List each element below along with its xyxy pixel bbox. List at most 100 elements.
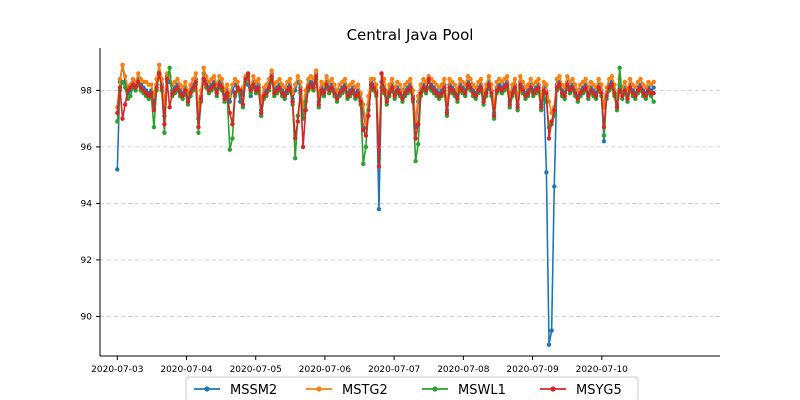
data-point [512,85,518,90]
data-point [504,82,510,87]
data-point [641,91,646,96]
data-point [497,85,502,90]
data-point [392,93,397,99]
data-point [264,91,269,96]
x-tick-label: 2020-07-04 [160,365,213,375]
x-tick-label: 2020-07-09 [506,365,559,375]
grid-lines [100,89,720,317]
data-point [227,110,233,116]
data-point [151,107,157,113]
data-point [541,79,546,85]
data-point [507,102,512,107]
data-point [308,82,314,87]
data-point [567,88,573,93]
data-point [371,76,376,82]
data-point [133,85,138,90]
data-point [557,82,562,87]
data-point [149,82,154,87]
x-tick-label: 2020-07-07 [368,365,420,375]
data-point [473,93,478,99]
data-point [287,85,293,90]
data-point [499,88,505,93]
data-point [180,85,185,90]
data-point [439,91,444,96]
data-point [536,85,541,90]
data-point [259,110,264,116]
series-msyg5 [115,71,656,169]
data-point [531,82,536,87]
data-point [122,74,128,79]
data-point [238,88,243,93]
data-point [342,76,348,82]
data-point [219,85,225,90]
data-point [196,124,201,130]
data-point [476,79,481,85]
data-point [264,82,269,87]
data-point [549,119,554,124]
data-point [415,141,421,147]
data-point [321,91,327,96]
data-point [272,91,277,96]
data-point [596,76,601,82]
data-point [646,88,651,93]
data-point [599,82,604,87]
data-point [172,88,178,93]
y-tick-label: 94 [81,199,93,209]
data-point [295,74,301,79]
data-point [347,82,353,87]
data-point [491,113,497,119]
data-point [591,91,596,96]
data-point [549,328,554,333]
data-point [596,85,601,90]
data-point [578,91,583,96]
data-point [313,68,319,73]
data-point [400,88,405,93]
data-point [620,93,625,99]
data-point [308,74,314,79]
data-point [609,82,615,87]
data-point [434,82,439,87]
data-point [444,110,450,116]
data-point [128,85,133,90]
data-point [494,88,499,93]
data-point [389,85,395,90]
data-point [156,62,162,68]
data-point [196,130,201,135]
data-point [429,85,434,90]
data-point [374,82,379,87]
data-point [538,105,544,110]
data-point [470,91,476,96]
data-point [120,62,125,68]
data-point [334,96,340,102]
data-point [633,85,638,90]
data-point [580,88,586,93]
data-point [293,136,298,141]
data-point [450,79,455,85]
data-point [115,119,120,124]
data-point [190,76,196,82]
data-point [143,91,149,96]
data-point [115,110,120,116]
data-point [457,85,463,90]
data-point [211,82,217,87]
data-point [151,124,157,130]
data-point [405,88,410,93]
data-point [188,82,193,87]
data-point [232,91,238,96]
data-point [442,85,447,90]
data-point [436,85,442,90]
data-point [277,76,282,82]
data-point [387,91,392,96]
data-point [130,76,136,82]
data-point [204,82,209,87]
data-point [397,91,403,96]
data-point [465,82,471,87]
data-point [604,93,609,99]
data-point [572,91,578,96]
data-point [266,85,272,90]
data-point [418,82,424,87]
data-point [183,79,188,85]
data-point [439,82,444,87]
data-point [570,76,575,82]
data-point [494,79,499,85]
